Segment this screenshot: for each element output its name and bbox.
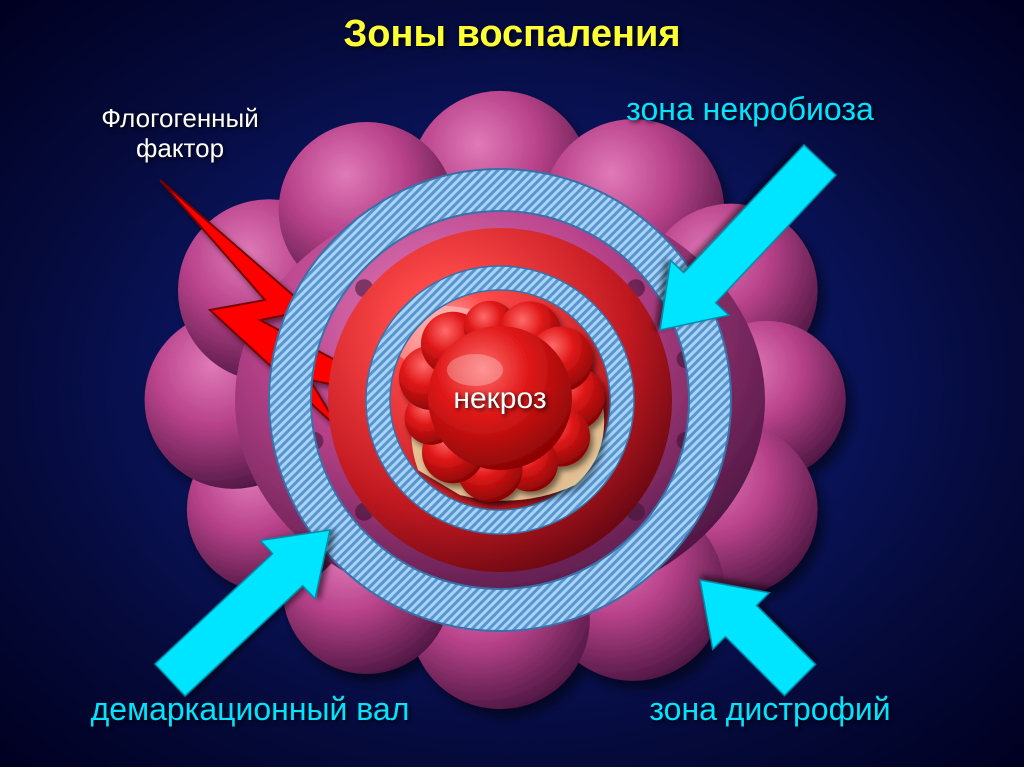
label-demarcation: демаркационный вал [0, 691, 500, 728]
label-necrobiosis: зона некробиоза [500, 91, 1000, 128]
label-flogogenic: Флогогенный фактор [0, 104, 430, 164]
diagram-stage: Зоны воспаления Флогогенный фактор зона … [0, 0, 1024, 767]
label-necrosis: некроз [250, 382, 750, 417]
label-dystrophy: зона дистрофий [520, 691, 1020, 728]
title: Зоны воспаления [262, 13, 762, 57]
